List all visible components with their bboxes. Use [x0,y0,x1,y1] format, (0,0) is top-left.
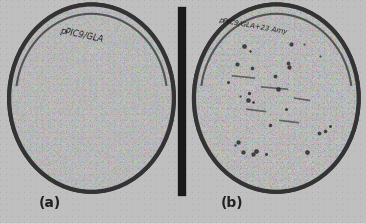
Ellipse shape [9,4,174,192]
Text: pPIC9/GLA+23 Amy: pPIC9/GLA+23 Amy [218,17,287,35]
Text: (b): (b) [221,196,244,210]
Text: pPIC9/GLA: pPIC9/GLA [59,26,103,44]
Ellipse shape [194,4,359,192]
Text: (a): (a) [38,196,60,210]
